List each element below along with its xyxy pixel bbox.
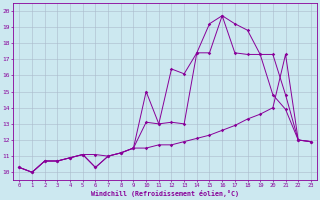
X-axis label: Windchill (Refroidissement éolien,°C): Windchill (Refroidissement éolien,°C) <box>91 190 239 197</box>
